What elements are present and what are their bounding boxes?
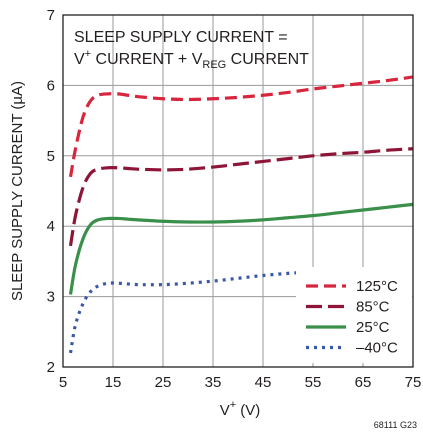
x-axis-title-superscript: + [230,399,236,411]
legend-label-1: 85°C [356,299,390,316]
annotation-v: V [74,51,85,68]
legend-label-0: 125°C [356,278,398,295]
legend-label-3: –40°C [356,340,398,357]
annotation-v-superscript: + [85,48,91,60]
x-axis-title-unit: (V) [236,402,260,419]
x-tick-label: 55 [305,374,322,391]
plot-frame [62,14,414,368]
annotation-line-1: SLEEP SUPPLY CURRENT = [74,29,288,46]
annotation-current: CURRENT [226,51,309,68]
series-line-1 [68,147,414,247]
x-tick-label: 5 [59,374,67,391]
legend-label-2: 25°C [356,319,390,336]
x-axis-title-v: V [220,402,230,419]
y-tick-label: 6 [47,77,55,94]
y-tick-label: 2 [47,359,55,376]
x-tick-label: 25 [155,374,172,391]
y-tick-label: 5 [47,148,55,165]
y-tick-label: 7 [47,7,55,24]
annotation-reg-subscript: REG [202,59,226,71]
annotation-current-plus: CURRENT + V [91,51,203,68]
figure-id: 68111 G23 [374,420,417,430]
x-tick-label: 65 [355,374,372,391]
x-axis-title: V+ (V) [220,399,261,419]
legend: 125°C 85°C 25°C –40°C [306,278,398,357]
x-tick-label: 35 [205,374,222,391]
annotation-line-2: V+ CURRENT + VREG CURRENT [74,48,309,71]
series-line-2 [68,202,414,295]
y-tick-label: 3 [47,289,55,306]
y-tick-label: 4 [47,218,55,235]
x-tick-label: 15 [105,374,122,391]
y-axis-title: SLEEP SUPPLY CURRENT (µA) [9,81,26,301]
x-tick-label: 45 [255,374,272,391]
series-line-0 [68,75,414,178]
x-tick-label: 75 [405,374,422,391]
